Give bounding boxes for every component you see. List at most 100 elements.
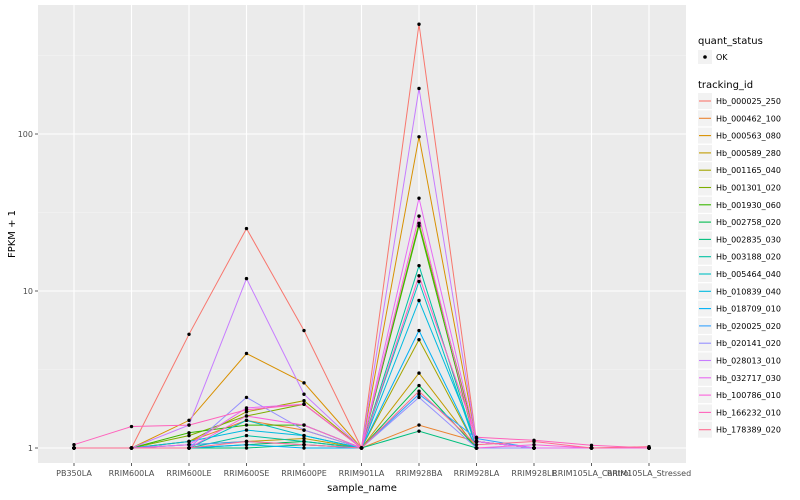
y-tick-label: 1 [28,444,33,453]
data-point [187,433,191,438]
legend-label: Hb_028013_010 [716,357,781,366]
x-tick-label: RRIM600LA [109,469,155,478]
data-point [244,446,249,450]
data-point [417,383,421,388]
data-point [474,435,479,439]
data-point [417,392,421,396]
data-point [187,431,191,435]
data-point [129,424,134,429]
y-tick-label: 10 [23,287,33,296]
grid [38,5,686,463]
data-point [187,418,191,423]
data-point [474,439,479,444]
data-point [417,221,421,225]
legend-label: Hb_003188_020 [716,253,781,262]
data-point [302,439,306,444]
x-tick-label: RRIM901LA [339,469,385,478]
legend-label: Hb_002835_030 [716,235,781,244]
x-tick-label: RRIM105LA_Control [552,469,631,478]
data-point [417,279,421,284]
data-point [187,439,191,444]
legend-title-quant-status: quant_status [698,36,763,47]
legend-label: Hb_001301_020 [716,184,781,193]
data-point [417,389,421,393]
data-point [417,371,421,375]
x-tick-label: RRIM600LE [166,469,211,478]
data-point [302,433,306,438]
legend-label: Hb_000462_100 [716,114,781,123]
data-point [589,446,594,450]
data-point [302,446,306,450]
legend-label: Hb_000589_280 [716,149,781,158]
data-point [244,428,249,432]
x-tick-label: RRIM600PE [281,469,327,478]
legend-label: Hb_032717_030 [716,374,781,383]
data-point [244,408,249,412]
data-point [302,436,306,441]
data-point [302,381,306,385]
data-point [589,443,594,448]
data-point [647,444,651,449]
legend-label: Hb_001930_060 [716,201,781,210]
legend-label: Hb_000025_250 [716,97,781,106]
data-point [302,392,306,396]
x-tick-label: RRIM928LA [454,469,500,478]
legend-point-symbol [703,55,707,59]
x-axis-title: sample_name [327,483,397,494]
data-point [302,428,306,432]
data-point [72,442,76,447]
data-point [72,446,76,450]
legend-label: Hb_000563_080 [716,132,781,141]
legend-label: Hb_100786_010 [716,391,781,400]
data-point [187,446,191,450]
data-point [302,399,306,403]
x-tick-label: RRIM105LA_Stressed [607,469,691,478]
legend-label: Hb_002758_020 [716,218,781,227]
data-point [417,22,421,26]
data-point [302,442,306,447]
legend: quant_status tracking_id OK Hb_000025_250… [698,36,781,438]
data-point [302,402,306,406]
data-point [417,429,421,433]
data-point [417,328,421,333]
data-point [417,224,421,228]
data-point [302,423,306,427]
legend-label: Hb_005464_040 [716,270,781,279]
legend-title-tracking-id: tracking_id [698,80,753,91]
data-point [417,263,421,268]
legend-label: Hb_001165_040 [716,166,781,175]
legend-label: Hb_178389_020 [716,426,781,435]
data-point [417,423,421,427]
data-point [244,226,249,231]
x-tick-label: PB350LA [56,469,92,478]
data-point [244,418,249,423]
y-tick-label: 100 [18,130,33,139]
data-point [532,446,536,450]
data-point [474,442,479,447]
data-point [302,328,306,333]
data-points [72,22,651,450]
data-point [244,395,249,400]
data-point [417,135,421,139]
data-point [417,337,421,342]
data-point [532,439,536,444]
legend-label: Hb_020025_020 [716,322,781,331]
data-point [359,446,364,450]
legend-label: Hb_010839_040 [716,287,781,296]
data-point [187,423,191,427]
data-point [474,446,479,450]
data-point [417,214,421,218]
data-point [244,414,249,418]
x-tick-label: RRIM928BA [396,469,443,478]
data-point [532,442,536,447]
y-axis-title: FPKM + 1 [7,210,18,258]
data-point [417,395,421,400]
data-point [417,86,421,91]
data-point [244,276,249,281]
data-point [187,332,191,336]
x-tick-label: RRIM928LE [511,469,556,478]
data-point [417,298,421,303]
x-tick-label: RRIM600SE [224,469,270,478]
data-point [417,196,421,200]
